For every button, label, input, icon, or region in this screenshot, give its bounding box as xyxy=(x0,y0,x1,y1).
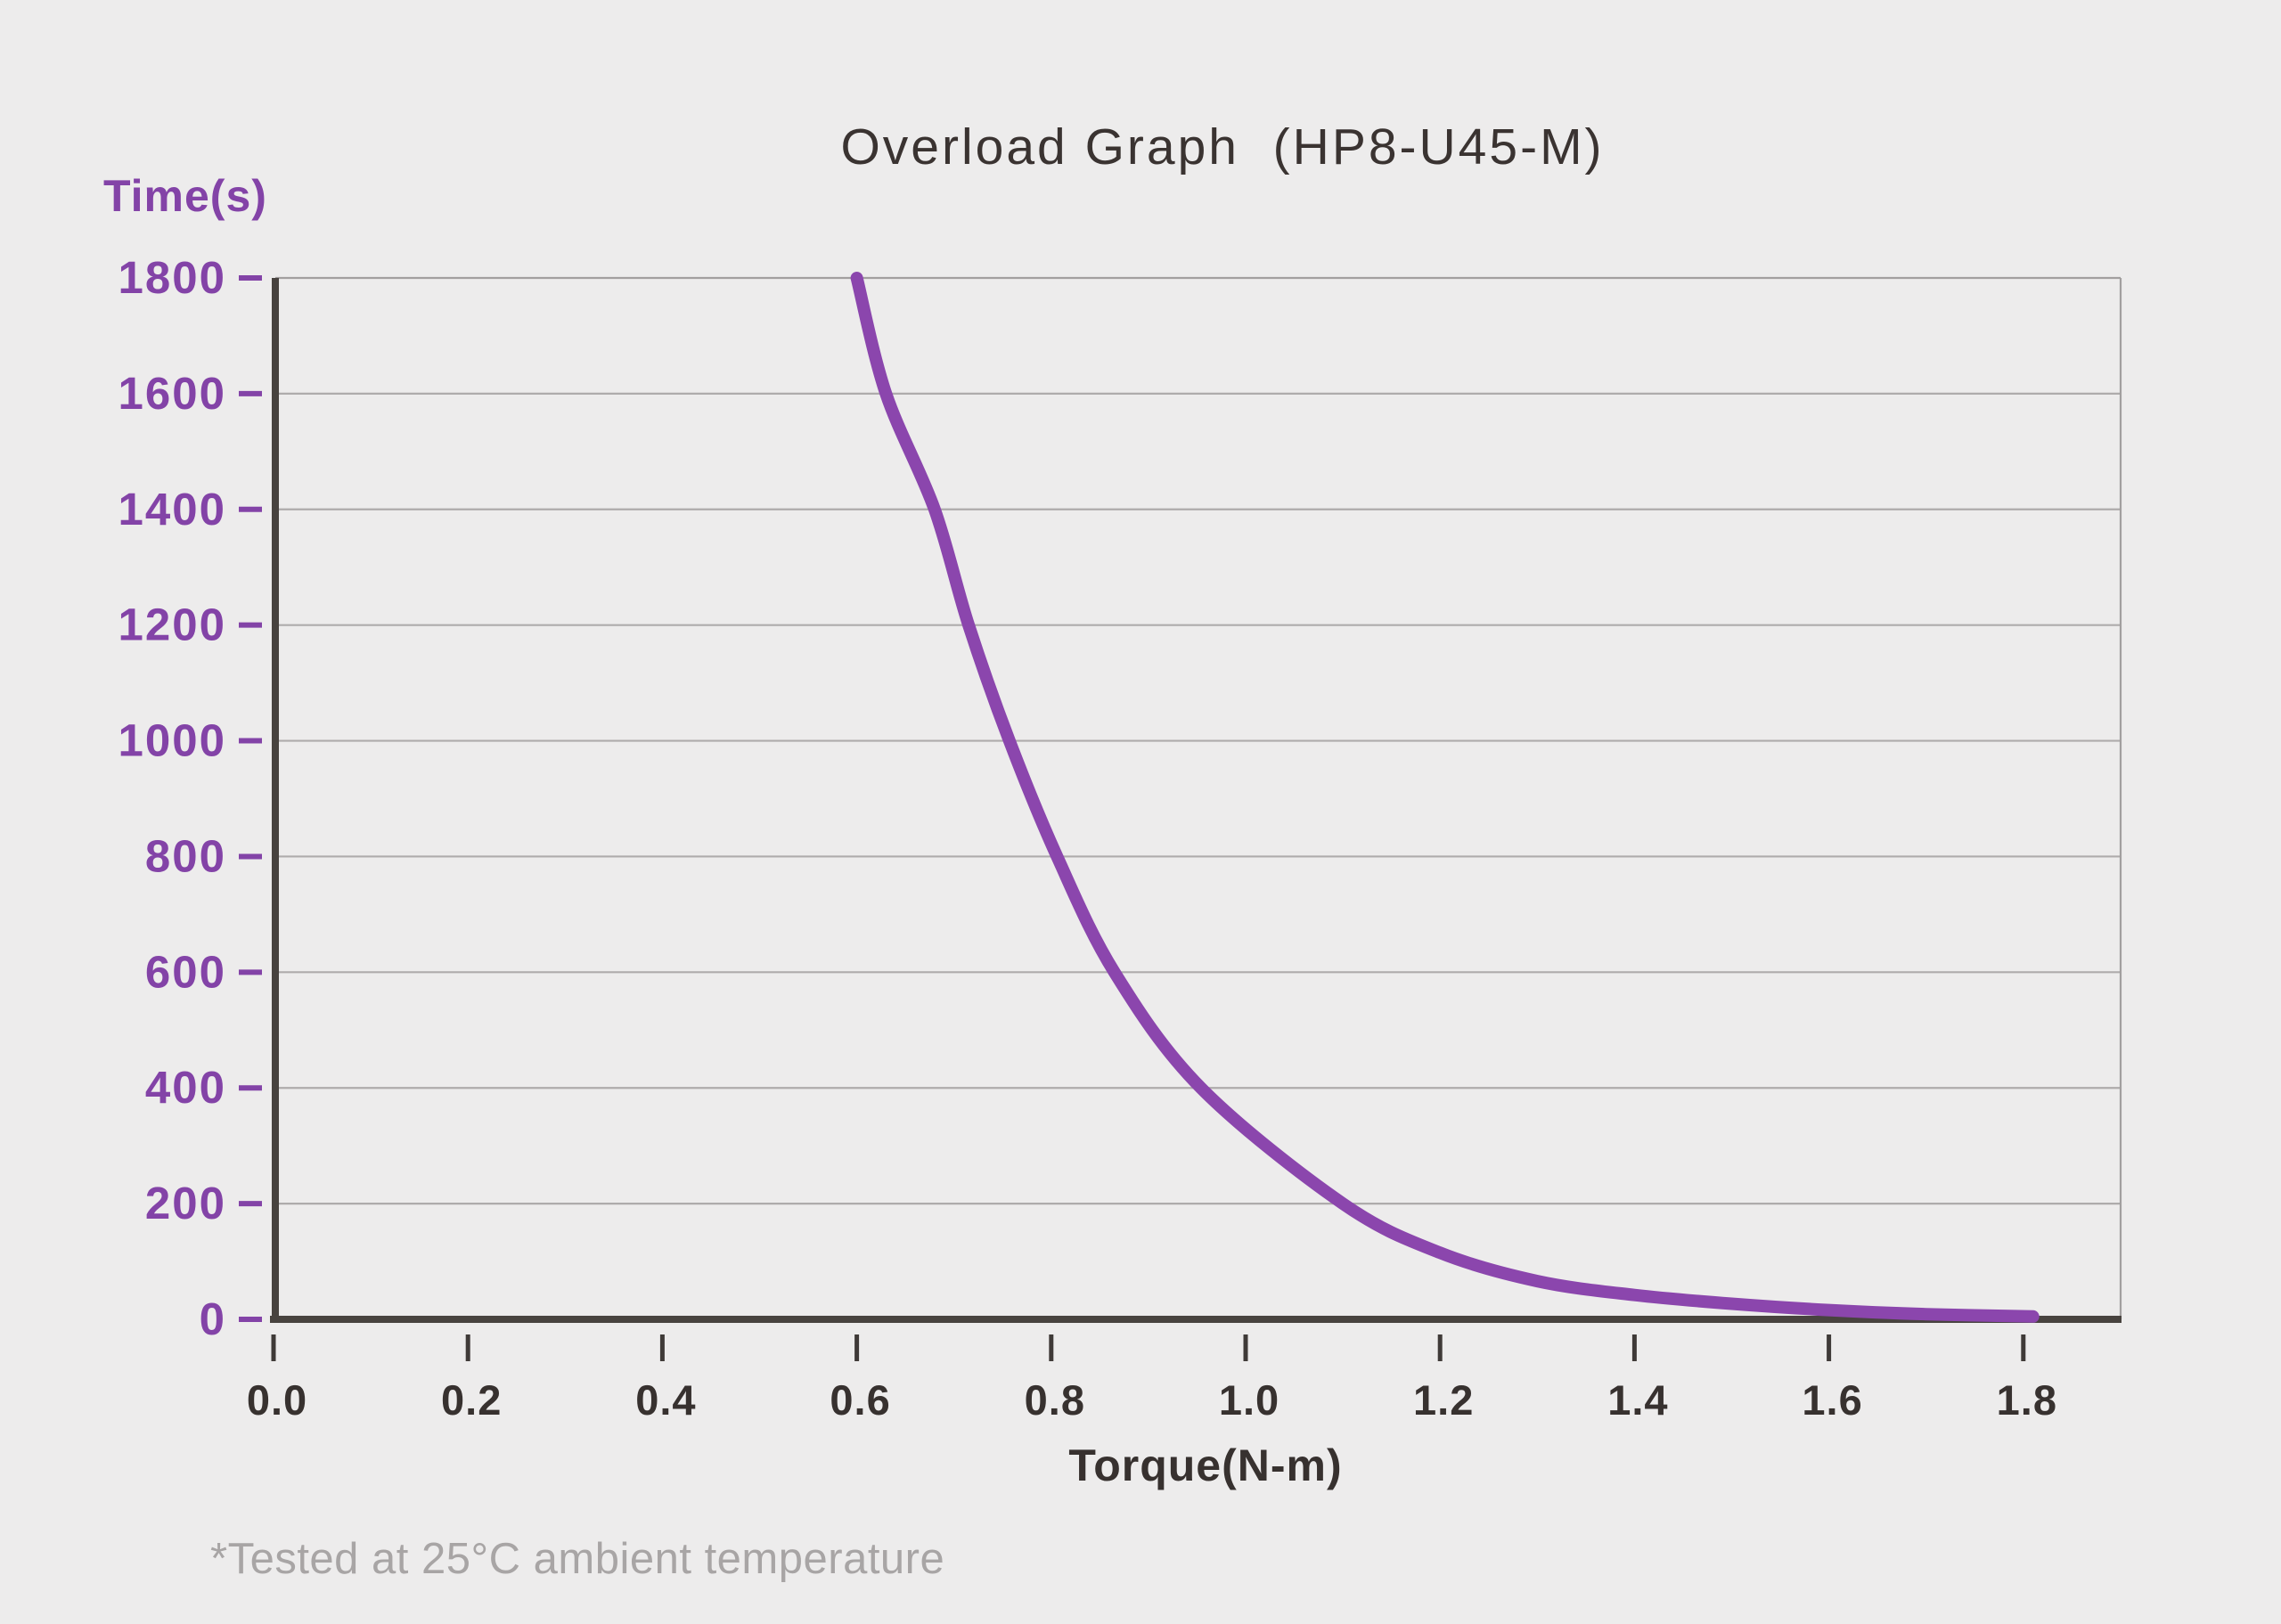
y-tick-label: 1000 xyxy=(119,715,226,766)
chart-title: Overload Graph (HP8-U45-M) xyxy=(840,118,1605,175)
x-tick-label: 1.6 xyxy=(1802,1376,1862,1424)
y-tick-label: 1600 xyxy=(119,368,226,419)
y-tick-label: 0 xyxy=(200,1293,226,1344)
x-axis-title: Torque(N-m) xyxy=(1068,1440,1343,1490)
x-tick-label: 0.2 xyxy=(441,1376,502,1424)
overload-curve xyxy=(850,272,2040,1323)
y-axis-title: Time(s) xyxy=(103,171,267,221)
y-tick-label: 800 xyxy=(145,830,226,881)
x-tick-label: 1.0 xyxy=(1219,1376,1279,1424)
x-tick-label: 1.4 xyxy=(1607,1376,1668,1424)
y-tick-label: 200 xyxy=(145,1178,226,1228)
x-tick-label: 0.4 xyxy=(635,1376,696,1424)
x-tick-label: 1.2 xyxy=(1413,1376,1474,1424)
y-tick-label: 1400 xyxy=(119,484,226,535)
x-tick-label: 0.0 xyxy=(247,1376,307,1424)
y-tick-label: 1800 xyxy=(119,252,226,303)
x-tick-label: 1.8 xyxy=(1997,1376,2057,1424)
y-tick-label: 600 xyxy=(145,946,226,997)
x-tick-label: 0.6 xyxy=(830,1376,890,1424)
footnote: *Tested at 25°C ambient temperature xyxy=(210,1535,945,1583)
x-tick-label: 0.8 xyxy=(1025,1376,1085,1424)
y-tick-label: 400 xyxy=(145,1062,226,1113)
y-tick-label: 1200 xyxy=(119,600,226,650)
